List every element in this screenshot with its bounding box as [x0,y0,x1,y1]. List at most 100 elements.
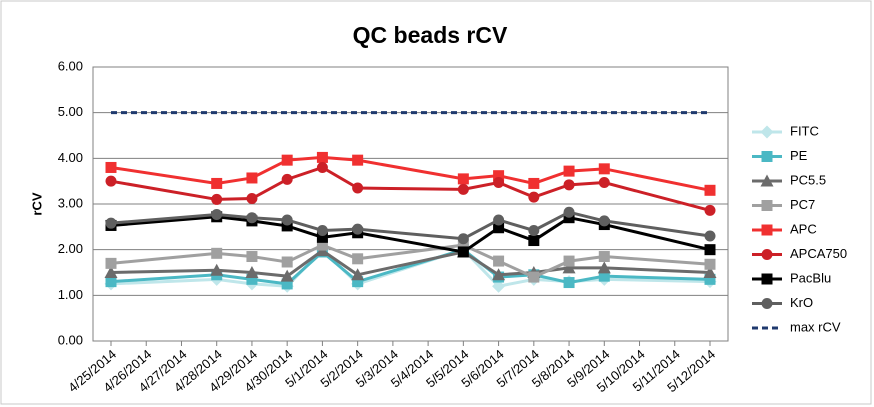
data-point [492,279,506,293]
data-point [563,165,575,177]
data-point [563,179,575,191]
data-point [528,271,540,283]
data-point [246,251,258,263]
series-line [110,248,711,278]
data-point [281,220,293,232]
data-point [105,175,117,187]
data-point [598,270,610,282]
data-point [246,212,258,224]
data-point [211,209,223,221]
data-point [351,268,365,281]
data-point [528,177,540,189]
data-point [245,266,259,278]
data-point [457,246,469,258]
data-point [105,257,117,269]
legend-marker [761,298,773,309]
legend-marker [761,151,773,162]
legend-label: max rCV [790,319,841,334]
data-point [352,154,364,166]
legend-label: KrO [790,295,813,310]
legend-marker [760,125,774,139]
legend-marker [761,273,773,285]
data-point [316,151,328,163]
data-point [210,263,224,276]
series-line [110,210,711,241]
y-axis-label: rCV [29,192,44,215]
data-point [246,273,258,285]
data-point [704,184,716,196]
data-point [281,214,293,226]
data-point [316,161,328,173]
data-point [211,247,223,259]
data-point [528,224,540,236]
data-point [211,193,223,205]
data-point [457,183,469,195]
data-point [598,177,610,189]
data-point [352,276,364,288]
data-point [105,161,117,173]
series-line [110,155,711,192]
data-point [563,255,575,267]
data-point [493,222,505,234]
data-point [104,266,118,278]
series-line [110,165,711,212]
data-point [280,269,294,282]
data-point [316,231,328,243]
legend-label: PacBlu [790,270,831,285]
data-point [704,204,716,216]
data-point [493,177,505,189]
data-point [457,239,469,251]
data-point [562,261,576,274]
legend-marker [761,224,773,236]
y-tick-label: 2.00 [58,241,83,256]
data-point [703,266,717,278]
data-point [352,223,364,235]
data-point [598,163,610,175]
data-point [281,154,293,166]
series-line [110,215,711,254]
y-tick-label: 5.00 [58,104,83,119]
legend-label: PC5.5 [790,172,826,187]
series-line [110,248,711,286]
series-line [110,243,711,279]
data-point [105,217,117,229]
y-tick-label: 1.00 [58,287,83,302]
data-point [316,239,328,251]
legend-marker [761,249,773,260]
data-point [528,235,540,247]
y-tick-label: 4.00 [58,150,83,165]
data-point [528,191,540,203]
data-point [352,182,364,194]
data-point [493,214,505,226]
data-point [281,173,293,185]
data-point [704,230,716,242]
data-point [105,276,117,288]
data-point [246,193,258,205]
y-tick-label: 6.00 [58,58,83,73]
data-point [457,233,469,245]
data-point [598,215,610,227]
data-point [316,224,328,236]
legend-marker [761,200,773,211]
data-point [352,253,364,265]
data-point [704,258,716,270]
legend-label: FITC [790,123,819,138]
legend-label: APC [790,221,817,236]
data-point [597,261,611,274]
y-tick-label: 3.00 [58,195,83,210]
data-point [457,173,469,185]
data-point [704,273,716,285]
y-tick-label: 0.00 [58,332,83,347]
data-point [493,170,505,182]
data-point [563,206,575,218]
legend-label: APCA750 [790,246,847,261]
data-point [704,244,716,256]
data-point [281,278,293,290]
data-point [492,268,506,281]
data-point [246,172,258,184]
legend-marker [760,174,774,187]
data-point [493,255,505,267]
data-point [211,177,223,189]
